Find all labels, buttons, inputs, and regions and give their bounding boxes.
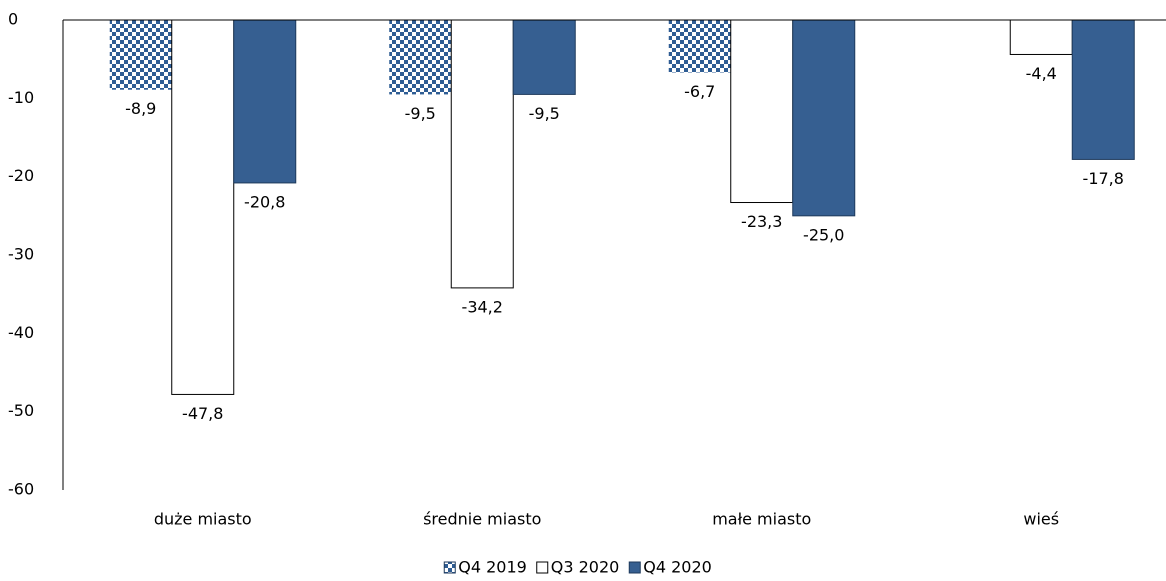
bar	[233, 19, 297, 184]
data-label: -8,9	[125, 99, 156, 118]
data-label: -17,8	[1083, 169, 1124, 188]
y-tick-label: -40	[8, 323, 34, 342]
legend-swatch	[628, 561, 641, 574]
y-tick-label: -30	[8, 245, 34, 264]
bar	[1009, 19, 1073, 55]
bar	[109, 20, 172, 90]
data-label: -9,5	[529, 104, 560, 123]
data-label: -25,0	[803, 225, 844, 244]
x-tick-label: małe miasto	[712, 510, 811, 529]
data-label: -47,8	[182, 404, 223, 423]
y-tick-label: -10	[8, 88, 34, 107]
legend-label: Q3 2020	[551, 558, 620, 577]
legend-label: Q4 2020	[643, 558, 712, 577]
data-label: -23,3	[741, 212, 782, 231]
bar	[668, 20, 731, 73]
y-tick-label: -50	[8, 401, 34, 420]
y-tick-label: -60	[8, 480, 34, 499]
legend-swatch	[443, 561, 456, 574]
data-label: -9,5	[405, 104, 436, 123]
x-tick-label: duże miasto	[154, 510, 252, 529]
bar	[171, 19, 235, 395]
x-tick-label: średnie miasto	[423, 510, 541, 529]
y-tick-label: -20	[8, 166, 34, 185]
data-label: -4,4	[1026, 64, 1057, 83]
bar	[450, 19, 514, 289]
bar	[389, 20, 452, 95]
bar	[1071, 19, 1135, 160]
bar	[512, 19, 576, 95]
bar	[730, 19, 794, 204]
data-label: -20,8	[244, 192, 285, 211]
data-label: -6,7	[684, 82, 715, 101]
data-label: -34,2	[462, 297, 503, 316]
x-tick-label: wieś	[1023, 510, 1059, 529]
bar	[792, 19, 856, 217]
y-tick-label: 0	[8, 10, 18, 29]
legend-swatch	[536, 561, 549, 574]
legend-label: Q4 2019	[458, 558, 527, 577]
